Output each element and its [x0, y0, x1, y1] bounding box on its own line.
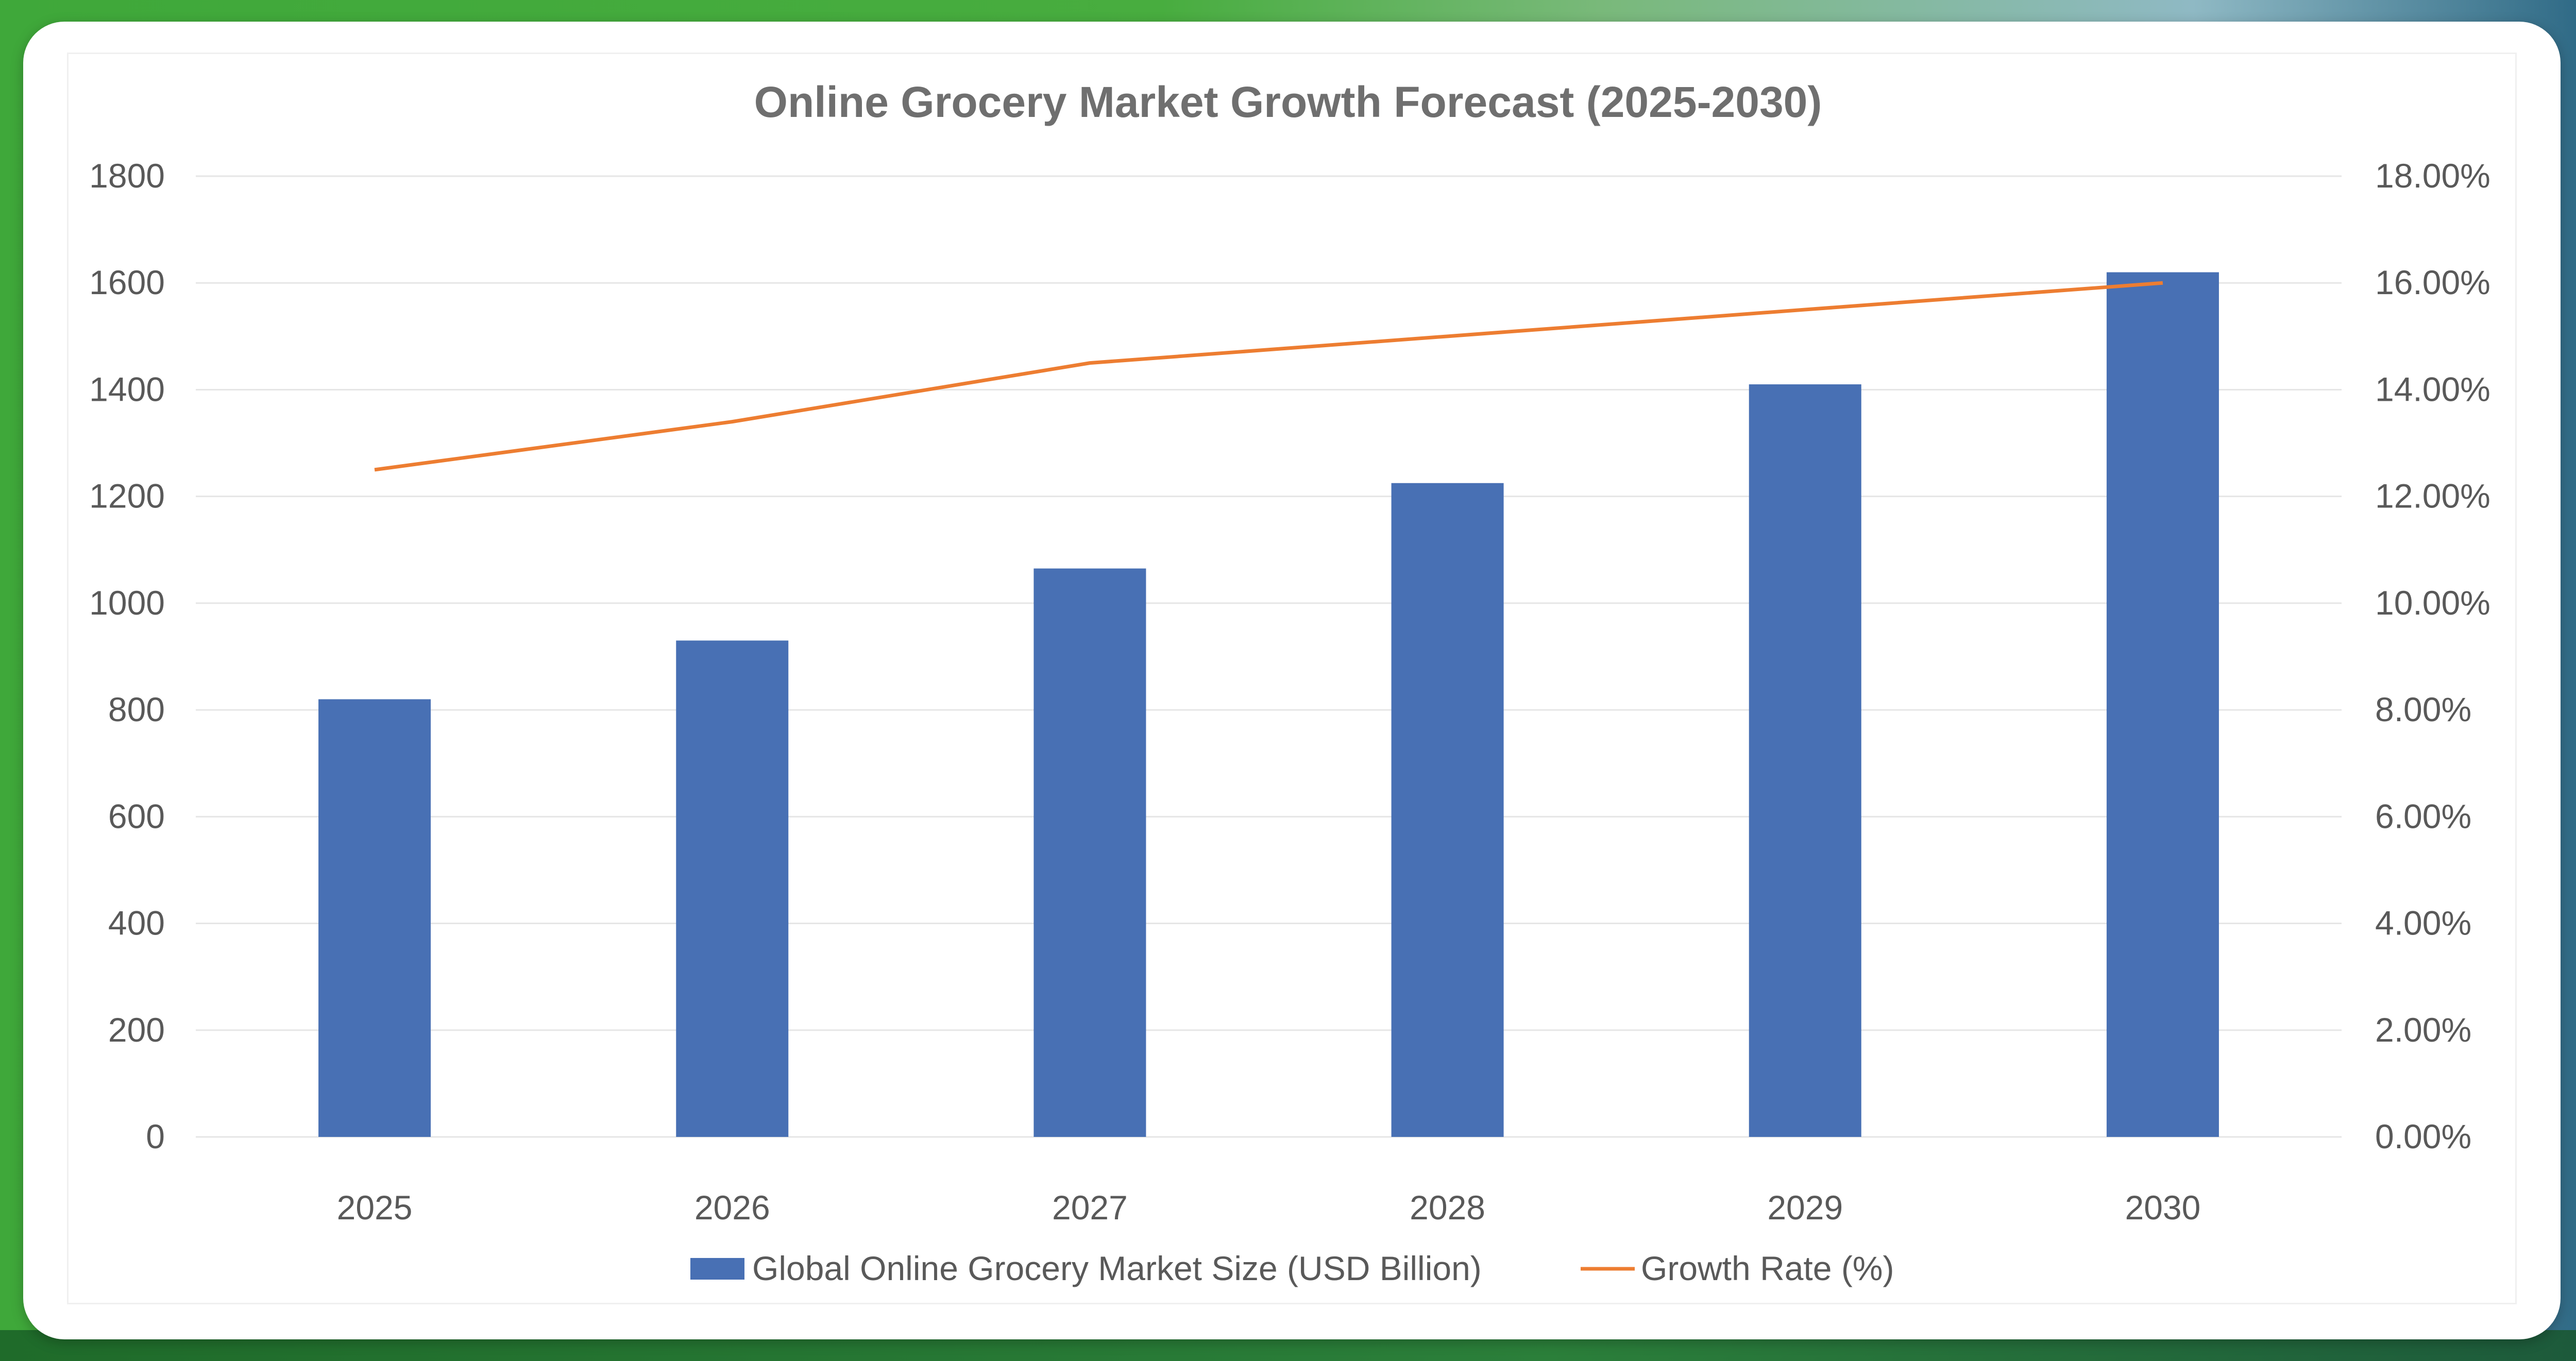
- left-tick-label: 600: [108, 797, 165, 835]
- right-tick-label: 2.00%: [2375, 1011, 2471, 1049]
- right-tick-label: 18.00%: [2375, 157, 2490, 195]
- combo-chart: 0 200 400 600 800 1000 1200 1400 1600 1800 0.00% 2…: [89, 78, 2490, 1287]
- right-tick-label: 14.00%: [2375, 370, 2490, 408]
- right-tick-label: 10.00%: [2375, 584, 2490, 622]
- line-series: [374, 281, 2163, 472]
- bar-2026: [676, 640, 789, 1137]
- x-tick-label: 2030: [2125, 1188, 2201, 1227]
- left-tick-label: 1000: [89, 584, 165, 622]
- growth-rate-line: [374, 281, 2163, 472]
- legend-bar-label: Global Online Grocery Market Size (USD B…: [752, 1249, 1482, 1287]
- right-tick-label: 6.00%: [2375, 797, 2471, 835]
- bar-2028: [1391, 483, 1504, 1137]
- legend-bar-swatch: [690, 1258, 744, 1280]
- right-tick-label: 16.00%: [2375, 263, 2490, 301]
- bar-2025: [318, 699, 431, 1137]
- left-axis-ticks: 0 200 400 600 800 1000 1200 1400 1600 1800: [89, 157, 165, 1155]
- bar-2030: [2106, 272, 2219, 1137]
- left-tick-label: 1800: [89, 157, 165, 195]
- right-tick-label: 12.00%: [2375, 477, 2490, 515]
- x-tick-label: 2029: [1767, 1188, 1843, 1227]
- left-tick-label: 0: [146, 1117, 165, 1155]
- x-tick-label: 2026: [694, 1188, 770, 1227]
- x-axis-ticks: 2025 2026 2027 2028 2029 2030: [337, 1188, 2201, 1227]
- left-tick-label: 400: [108, 904, 165, 942]
- right-tick-label: 0.00%: [2375, 1117, 2471, 1155]
- chart-card: 0 200 400 600 800 1000 1200 1400 1600 1800 0.00% 2…: [23, 22, 2561, 1339]
- gridlines: [196, 175, 2342, 1138]
- right-tick-label: 8.00%: [2375, 690, 2471, 728]
- left-tick-label: 1400: [89, 370, 165, 408]
- x-tick-label: 2027: [1052, 1188, 1128, 1227]
- chart-frame: [67, 53, 2517, 1304]
- left-tick-label: 1600: [89, 263, 165, 301]
- x-tick-label: 2025: [337, 1188, 413, 1227]
- right-tick-label: 4.00%: [2375, 904, 2471, 942]
- bar-2029: [1749, 384, 1861, 1137]
- bar-series: [318, 272, 2219, 1137]
- left-tick-label: 200: [108, 1011, 165, 1049]
- chart-title: Online Grocery Market Growth Forecast (2…: [754, 78, 1822, 126]
- bar-2027: [1033, 568, 1146, 1137]
- left-tick-label: 1200: [89, 477, 165, 515]
- right-axis-ticks: 0.00% 2.00% 4.00% 6.00% 8.00% 10.00% 12.00% 14.…: [2375, 157, 2490, 1155]
- left-tick-label: 800: [108, 690, 165, 728]
- legend: Global Online Grocery Market Size (USD B…: [690, 1249, 1894, 1287]
- x-tick-label: 2028: [1410, 1188, 1485, 1227]
- legend-line-label: Growth Rate (%): [1641, 1249, 1894, 1287]
